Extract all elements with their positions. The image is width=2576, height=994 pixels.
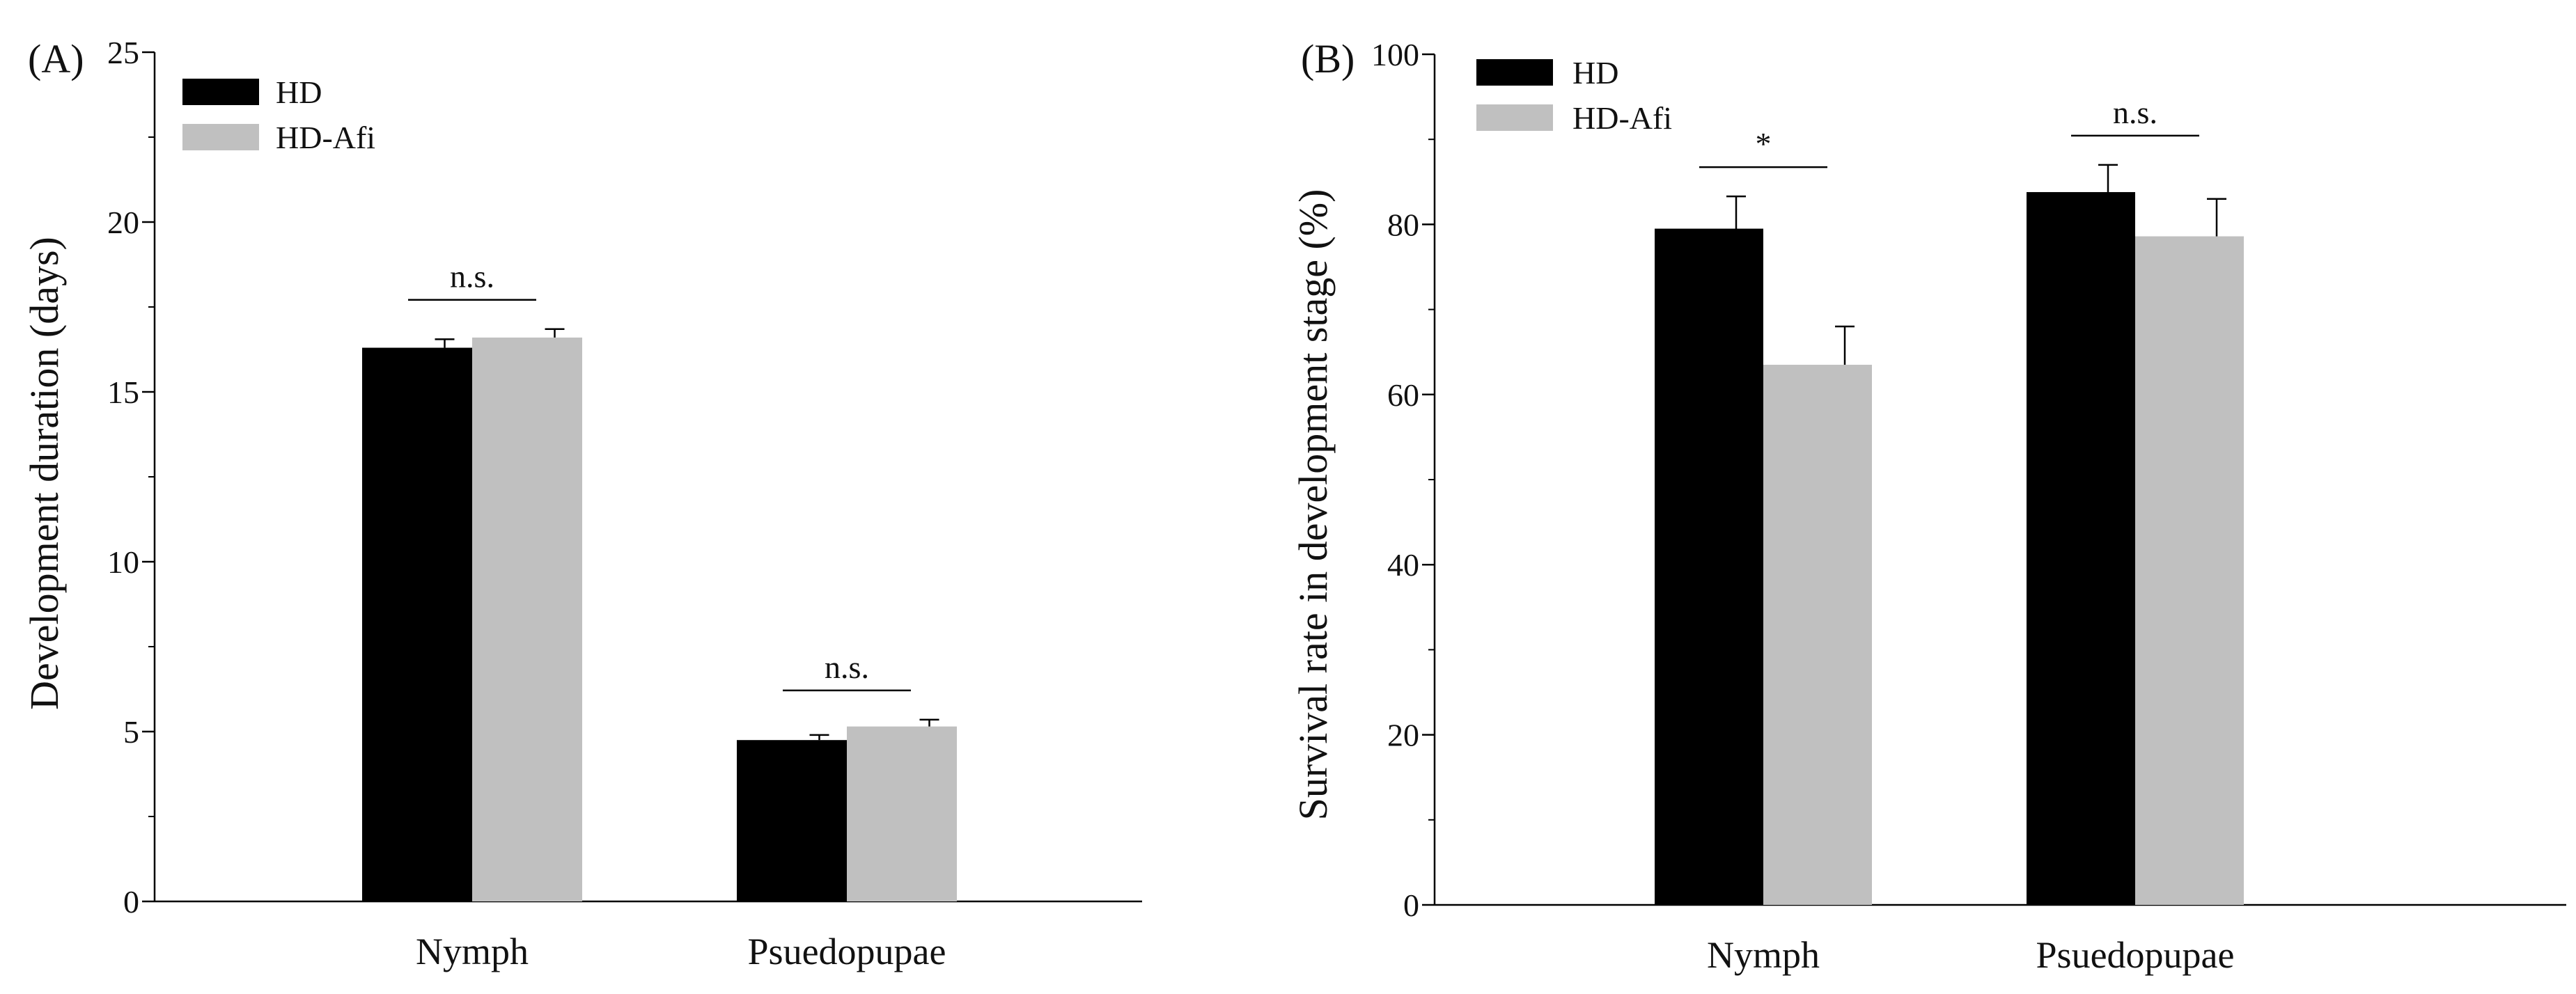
significance-label: n.s. [2113,95,2157,130]
panel-b-label: (B) [1301,36,1355,81]
significance-label: n.s. [825,649,869,685]
y-tick-label: 20 [1387,718,1419,753]
bar-hd-nymph [1655,228,1763,905]
legend-hd-afi-label: HD-Afi [276,120,375,155]
y-tick-label: 20 [107,205,139,240]
bar-hd-afi-nymph [472,337,582,901]
bar-hd-afi-nymph [1763,365,1872,905]
bar-hd-psuedopupae [737,740,847,901]
x-category-label: Psuedopupae [2036,934,2235,976]
y-tick-label: 15 [107,374,139,410]
legend-hd-afi-label: HD-Afi [1572,100,1672,136]
panel-a: (A) Development duration (days) HD HD-Af… [22,35,1142,972]
x-category-label: Nymph [416,931,529,972]
legend-hd-afi-swatch [1476,104,1553,131]
panel-b-y-axis-title: Survival rate in development stage (%) [1290,189,1336,821]
panel-b-legend: HD HD-Afi [1476,55,1672,136]
y-tick-label: 25 [107,35,139,70]
panel-a-y-axis-title: Development duration (days) [22,237,67,710]
significance-label: n.s. [450,259,494,294]
legend-hd-swatch [182,79,259,105]
y-tick-label: 5 [123,714,139,750]
bar-hd-afi-psuedopupae [847,726,957,901]
x-category-label: Psuedopupae [748,931,946,972]
panel-a-legend: HD HD-Afi [182,74,375,155]
y-tick-label: 40 [1387,547,1419,583]
y-tick-label: 60 [1387,377,1419,413]
significance-label: * [1756,126,1772,161]
legend-hd-afi-swatch [182,124,259,150]
bar-hd-psuedopupae [2027,191,2135,905]
y-tick-label: 10 [107,544,139,580]
y-tick-label: 100 [1371,37,1419,72]
bar-hd-afi-psuedopupae [2135,236,2244,905]
panel-b: (B) Survival rate in development stage (… [1290,36,2566,976]
legend-hd-swatch [1476,59,1553,86]
y-tick-label: 0 [123,884,139,920]
bar-hd-nymph [362,347,472,901]
panel-a-label: (A) [28,36,84,81]
y-tick-label: 0 [1403,888,1419,923]
x-category-label: Nymph [1707,934,1820,976]
y-tick-label: 80 [1387,207,1419,242]
legend-hd-label: HD [276,74,322,110]
legend-hd-label: HD [1572,55,1618,90]
